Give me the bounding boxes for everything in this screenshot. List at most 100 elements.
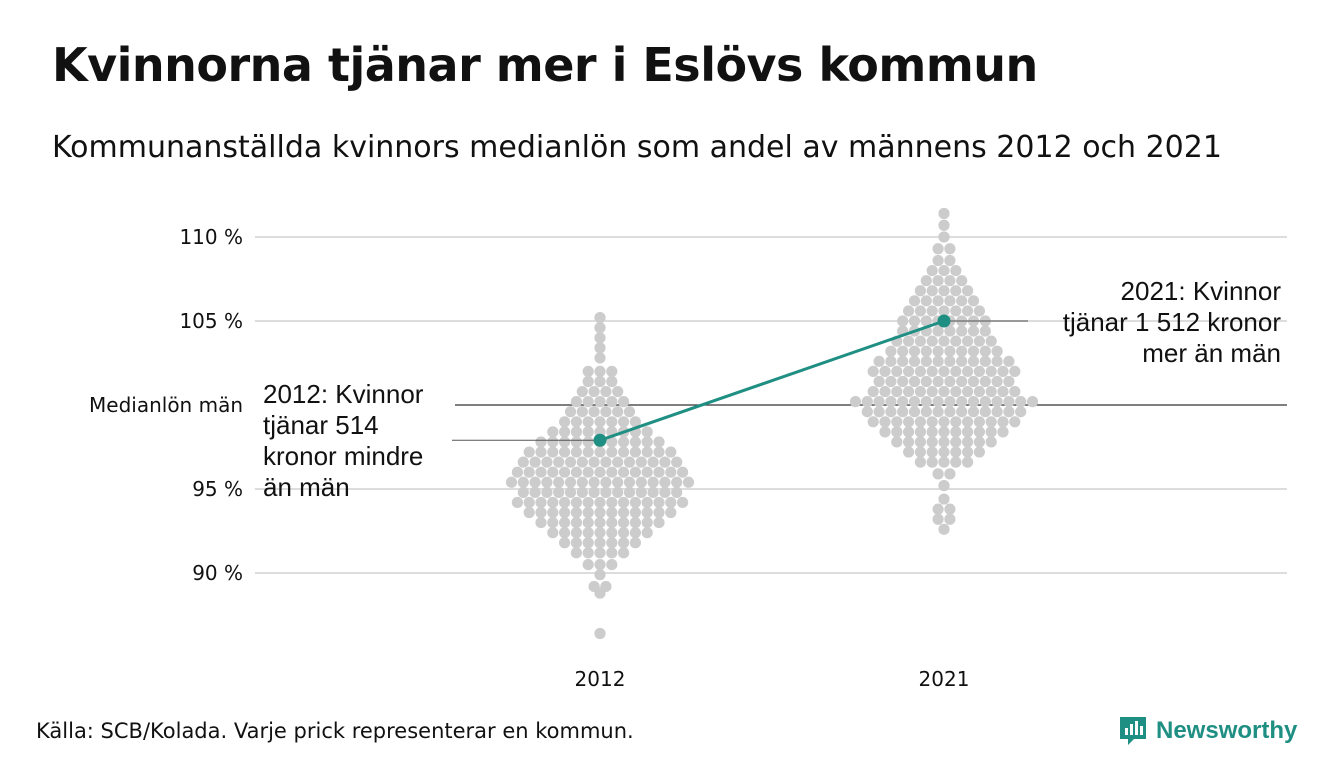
data-point <box>606 375 618 388</box>
data-point <box>932 254 944 267</box>
data-point <box>582 365 594 377</box>
data-point <box>582 416 594 428</box>
data-point <box>938 436 950 448</box>
data-point <box>944 503 956 515</box>
data-point <box>979 325 991 337</box>
data-point <box>559 426 571 438</box>
data-point <box>885 375 897 388</box>
data-point <box>950 305 962 317</box>
data-point <box>641 506 653 519</box>
data-point <box>1003 396 1015 408</box>
data-point <box>914 305 927 317</box>
data-point <box>641 426 653 438</box>
data-point <box>879 385 891 398</box>
data-point <box>914 335 927 347</box>
data-point <box>903 305 915 317</box>
data-point <box>588 476 600 488</box>
data-point <box>908 355 921 367</box>
data-point <box>932 325 944 337</box>
data-point <box>606 547 618 559</box>
data-point <box>879 426 891 438</box>
grid-lines <box>255 236 1287 574</box>
data-point <box>938 426 950 438</box>
data-point <box>535 446 547 458</box>
data-point <box>618 446 630 458</box>
data-point <box>659 476 671 488</box>
data-point <box>932 503 944 515</box>
data-point <box>517 456 529 468</box>
data-point <box>606 527 618 539</box>
data-point <box>932 243 944 255</box>
data-point <box>606 446 618 458</box>
data-point <box>547 466 559 478</box>
data-point <box>559 416 571 428</box>
data-point <box>967 396 980 408</box>
data-point <box>570 416 583 428</box>
data-point <box>677 496 689 509</box>
data-point <box>944 254 956 267</box>
data-point <box>594 365 606 377</box>
data-point <box>944 355 956 367</box>
data-point <box>582 559 594 571</box>
data-point <box>867 416 879 428</box>
data-point <box>582 537 594 549</box>
data-point <box>979 375 991 388</box>
data-point <box>926 365 938 377</box>
data-point <box>529 456 541 468</box>
data-point <box>926 436 938 448</box>
data-point <box>570 537 583 549</box>
data-point <box>956 275 968 287</box>
y-tick-label: 90 % <box>192 561 243 585</box>
data-point <box>967 325 980 337</box>
data-point <box>861 396 873 408</box>
data-point <box>570 436 583 448</box>
source-note: Källa: SCB/Kolada. Varje prick represent… <box>36 719 634 743</box>
data-point <box>629 446 642 458</box>
data-point <box>885 355 897 367</box>
data-point <box>665 446 677 458</box>
data-point <box>594 627 606 640</box>
data-point <box>523 506 535 519</box>
data-point <box>991 375 1003 388</box>
data-point <box>973 446 986 458</box>
data-point <box>564 406 577 418</box>
data-point <box>582 547 594 559</box>
data-point <box>653 496 665 509</box>
data-point <box>635 476 647 488</box>
data-point <box>594 446 606 458</box>
data-point <box>973 335 986 347</box>
data-point <box>582 375 594 388</box>
data-point <box>618 416 630 428</box>
y-tick-label: 110 % <box>179 225 243 249</box>
data-point <box>956 325 968 337</box>
data-point <box>950 456 962 468</box>
data-point <box>979 355 991 367</box>
newsworthy-logo-icon <box>1120 717 1146 745</box>
data-point <box>570 446 583 458</box>
data-point <box>903 365 915 377</box>
data-point <box>926 305 938 317</box>
data-point <box>559 506 571 519</box>
data-point <box>641 496 653 509</box>
data-point <box>606 517 618 529</box>
data-point <box>541 476 553 488</box>
newsworthy-logo: Newsworthy <box>1118 715 1297 747</box>
data-point <box>873 406 885 418</box>
data-point <box>612 406 624 418</box>
data-point <box>938 265 950 277</box>
data-point <box>547 496 559 509</box>
data-point <box>653 506 665 519</box>
data-point <box>559 537 571 549</box>
data-point <box>623 406 636 418</box>
data-point <box>950 385 962 398</box>
data-point <box>938 335 950 347</box>
data-point <box>938 446 950 458</box>
data-point <box>600 486 612 498</box>
data-point <box>505 476 518 488</box>
data-point <box>926 426 938 438</box>
data-point <box>612 385 624 398</box>
annotation-2012-line: 2012: Kvinnor <box>263 379 424 409</box>
chart-subtitle: Kommunanställda kvinnors medianlön som a… <box>52 130 1222 165</box>
data-point <box>950 265 962 277</box>
